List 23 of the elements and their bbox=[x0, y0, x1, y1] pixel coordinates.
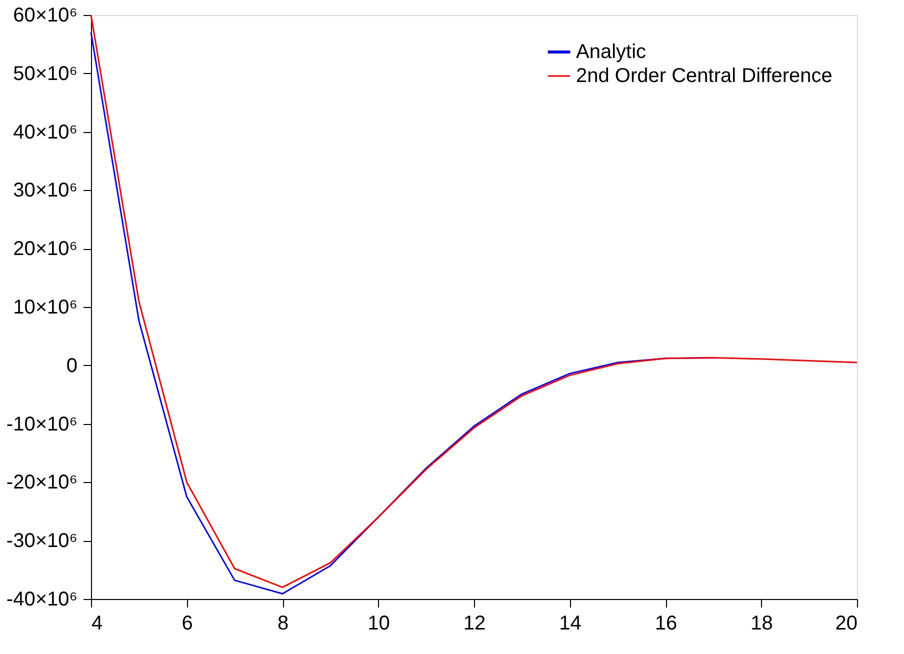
y-tick-label: -20×10⁶ bbox=[6, 472, 78, 494]
y-tick-label: 30×10⁶ bbox=[13, 180, 78, 202]
x-tick-label: 16 bbox=[654, 612, 678, 634]
legend-label: 2nd Order Central Difference bbox=[576, 65, 832, 87]
legend-label: Analytic bbox=[576, 41, 646, 63]
y-tick-label: -30×10⁶ bbox=[6, 530, 78, 552]
x-tick-label: 6 bbox=[182, 612, 193, 634]
y-tick-label: 60×10⁶ bbox=[13, 4, 78, 26]
y-tick-label: 20×10⁶ bbox=[13, 238, 78, 260]
x-tick-label: 12 bbox=[463, 612, 486, 634]
x-tick-label: 10 bbox=[368, 612, 390, 634]
x-tick-label: 18 bbox=[750, 612, 773, 634]
line-series bbox=[90, 14, 858, 588]
x-tick-label: 8 bbox=[277, 612, 289, 634]
x-tick-label: 4 bbox=[92, 612, 103, 634]
y-tick-label: 0 bbox=[66, 354, 78, 377]
x-tick-label: 20 bbox=[835, 612, 858, 634]
y-tick-label: 10×10⁶ bbox=[13, 296, 78, 318]
y-tick-label: 50×10⁶ bbox=[13, 62, 78, 85]
y-tick-label: -10×10⁶ bbox=[6, 413, 78, 436]
x-tick-label: 14 bbox=[559, 612, 582, 634]
y-tick-label: 40×10⁶ bbox=[13, 121, 78, 144]
y-tick-label: -40×10⁶ bbox=[6, 588, 78, 610]
